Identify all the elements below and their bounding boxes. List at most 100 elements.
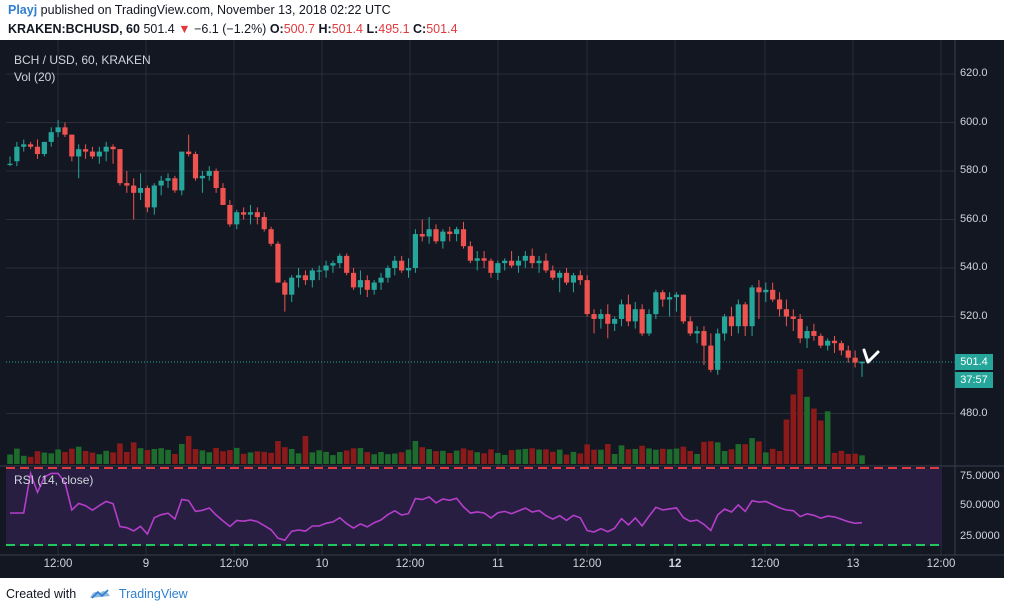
candle-body (34, 146, 41, 155)
close-label: C: (413, 22, 427, 36)
candle-body (646, 314, 652, 334)
volume-bar (34, 451, 41, 464)
volume-bar (831, 452, 838, 464)
volume-bar (783, 419, 790, 464)
down-triangle-icon: ▼ (178, 22, 191, 36)
tradingview-link[interactable]: TradingView (118, 587, 188, 601)
volume-bar (550, 451, 556, 464)
candle-body (852, 357, 858, 363)
volume-bar (591, 449, 597, 464)
volume-bar (639, 445, 645, 464)
candle-body (295, 275, 302, 278)
volume-bar (350, 448, 357, 464)
candle-body (625, 304, 631, 322)
candle-body (192, 154, 199, 179)
candle-body (350, 272, 357, 288)
time-tick-label: 12:00 (572, 558, 602, 570)
volume-bar (824, 411, 831, 464)
volume-bar (845, 453, 852, 464)
time-tick-label: 9 (142, 558, 150, 570)
candle-body (7, 163, 13, 165)
price-tick-label: 560.0 (960, 212, 988, 225)
candle-body (282, 282, 288, 295)
volume-bar (172, 453, 178, 464)
candle-body (344, 255, 350, 273)
candle-body (172, 178, 178, 191)
candle-body (254, 212, 260, 218)
volume-bar (405, 449, 412, 464)
rsi-label: RSI (14, close) (14, 473, 94, 487)
price-tick-label: 540.0 (960, 261, 988, 273)
volume-bar (776, 450, 783, 464)
volume-bar (254, 451, 261, 464)
candle-body (763, 289, 769, 293)
volume-bar (749, 438, 755, 464)
publish-info: Playj published on TradingView.com, Nove… (8, 3, 391, 17)
volume-bar (673, 448, 680, 464)
volume-bar (295, 453, 302, 464)
candle-body (234, 212, 240, 225)
price-tick-label: 580.0 (960, 164, 988, 176)
volume-bar (701, 441, 707, 464)
price-tick-label: 620.0 (960, 67, 988, 79)
candle-body (811, 331, 817, 336)
candle-body (412, 234, 418, 268)
rsi-tick-label: 50.0000 (960, 499, 1000, 511)
volume-bar (27, 456, 34, 464)
volume-bar (385, 454, 391, 464)
candles (7, 120, 865, 377)
candle-body (440, 231, 446, 242)
volume-bar (288, 448, 295, 464)
rsi-band (6, 468, 942, 546)
volume-bar (55, 449, 61, 464)
volume-bar (165, 449, 171, 464)
volume-bar (453, 450, 460, 464)
volume-bar (323, 451, 329, 464)
candle-body (859, 361, 865, 364)
candle-body (261, 217, 267, 230)
candle-body (591, 314, 597, 319)
volume-bar (275, 441, 281, 464)
candle-body (770, 289, 776, 300)
candle-body (21, 144, 27, 147)
volume-bar (185, 436, 192, 464)
volume-bar (440, 450, 446, 464)
volume-bar (481, 453, 487, 464)
volume-bar (811, 408, 817, 464)
candle-body (433, 229, 439, 242)
candle-body (213, 171, 219, 188)
candle-body (14, 146, 20, 162)
time-tick-label: 12:00 (926, 558, 956, 570)
ticker-line: KRAKEN:BCHUSD, 60 501.4 ▼ −6.1 (−1.2%) O… (8, 22, 458, 36)
candle-body (522, 255, 528, 261)
volume-bar (515, 449, 522, 464)
volume-bar (20, 455, 27, 464)
candle-body (515, 260, 522, 266)
candle-body (28, 144, 34, 147)
volume-bar (343, 450, 350, 464)
candle-body (742, 304, 748, 327)
volume-bar (797, 369, 803, 464)
volume-bar (556, 449, 563, 464)
volume-bar (268, 452, 274, 464)
volume-bar (7, 454, 13, 464)
candle-body (385, 268, 391, 278)
volume-bar (756, 441, 762, 464)
volume-bar (604, 443, 611, 464)
candle-body (117, 149, 123, 184)
volume-bar (240, 453, 247, 464)
last-price-badge: 501.4 (955, 354, 993, 370)
chart-canvas[interactable] (0, 40, 1004, 578)
volume-bar (110, 452, 116, 464)
candle-body (48, 132, 54, 142)
volume-bar (577, 453, 584, 464)
volume-bar (611, 453, 618, 464)
volume-bar (69, 448, 75, 464)
candle-body (82, 149, 89, 152)
price-tick-label: 600.0 (960, 115, 988, 128)
published-text: published on TradingView.com, November 1… (40, 3, 391, 17)
candle-body (618, 304, 625, 319)
author-link[interactable]: Playj (8, 3, 38, 17)
candle-body (838, 343, 844, 351)
chart-panel[interactable]: BCH / USD, 60, KRAKEN Vol (20) RSI (14, … (0, 40, 1004, 578)
